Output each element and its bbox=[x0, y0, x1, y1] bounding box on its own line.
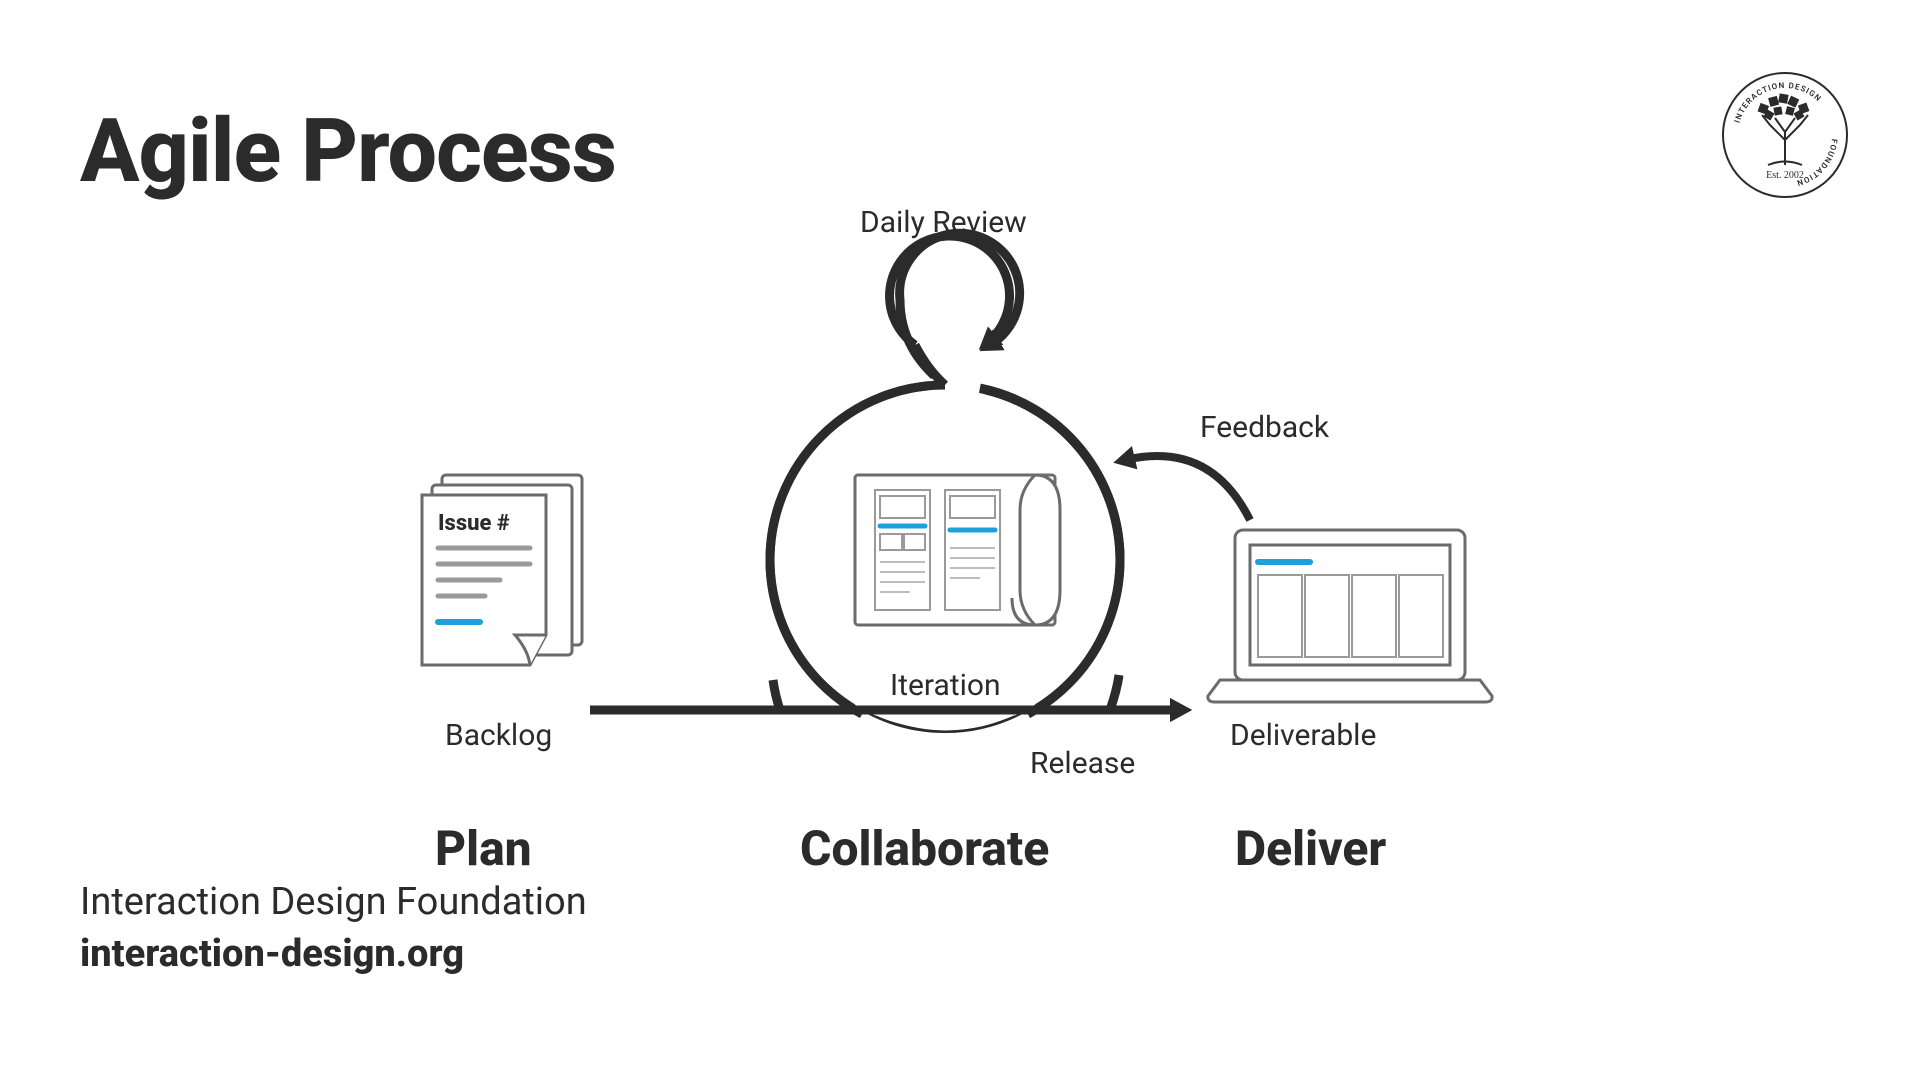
backlog-label: Backlog bbox=[445, 718, 552, 753]
laptop-icon bbox=[1208, 530, 1492, 702]
agile-process-diagram: Issue # bbox=[380, 170, 1630, 810]
issue-label: Issue # bbox=[438, 511, 510, 536]
logo-est: Est. 2002 bbox=[1766, 170, 1804, 181]
idf-logo: INTERACTION DESIGN FOUNDATION Est. 2002 bbox=[1720, 70, 1850, 200]
daily-review-label: Daily Review bbox=[860, 205, 1027, 240]
feedback-label: Feedback bbox=[1200, 410, 1329, 445]
feedback-arrow bbox=[1125, 456, 1250, 520]
footer-url: interaction-design.org bbox=[80, 929, 587, 980]
release-label: Release bbox=[1030, 746, 1135, 781]
plan-phase: Plan bbox=[435, 820, 532, 877]
backlog-icon: Issue # bbox=[422, 475, 582, 665]
iteration-label: Iteration bbox=[890, 668, 1001, 703]
deliver-phase: Deliver bbox=[1235, 820, 1386, 877]
footer: Interaction Design Foundation interactio… bbox=[80, 877, 587, 980]
deliverable-label: Deliverable bbox=[1230, 718, 1376, 753]
daily-review-loop bbox=[900, 233, 1020, 385]
blueprint-icon bbox=[855, 475, 1060, 625]
footer-org: Interaction Design Foundation bbox=[80, 877, 587, 928]
collaborate-phase: Collaborate bbox=[800, 820, 1049, 877]
